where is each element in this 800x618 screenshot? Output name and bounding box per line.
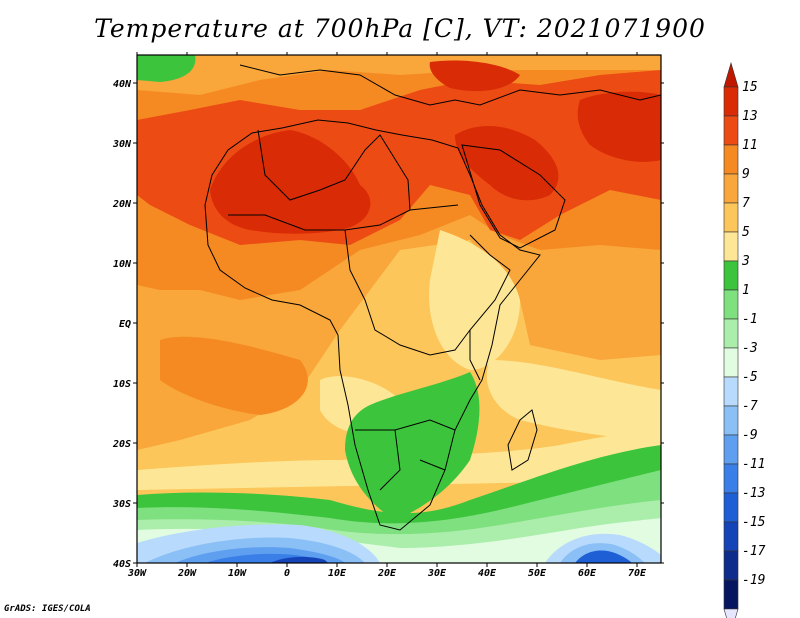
- y-tick-label: 10N: [113, 259, 132, 270]
- colorbar-label: 7: [742, 196, 750, 211]
- field-3c-southafrica: [345, 372, 480, 520]
- colorbar-swatch: [723, 231, 739, 262]
- colorbar-swatch: [723, 289, 739, 320]
- field-15c-north: [429, 60, 520, 92]
- field-5c-eastafrica: [429, 230, 520, 370]
- colorbar-label: -15: [742, 515, 766, 530]
- colorbar-swatch: [723, 347, 739, 378]
- colorbar-label: 9: [742, 167, 750, 182]
- colorbar-swatch: [723, 173, 739, 204]
- border-north: [257, 129, 411, 211]
- x-tick-label: 30W: [127, 568, 147, 579]
- plot-frame: [136, 54, 662, 564]
- colorbar-label: -9: [742, 428, 758, 443]
- colorbar-label: 13: [742, 109, 758, 124]
- colorbar-label: 11: [742, 138, 758, 153]
- field-5c-indian: [486, 360, 661, 440]
- colorbar-swatch: [723, 521, 739, 552]
- colorbar-swatch: [723, 318, 739, 349]
- colorbar-label: -5: [742, 370, 758, 385]
- y-tick-label: 20S: [112, 439, 131, 450]
- colorbar-over-triangle: [723, 61, 739, 88]
- x-tick-label: 20E: [377, 568, 397, 579]
- x-tick-label: 10E: [328, 568, 347, 579]
- colorbar-swatch: [723, 144, 739, 175]
- border-south: [355, 419, 456, 491]
- colorbar: 15 13 11 9 7 5 3 1 -1 -3 -5 -7 -9 -11 -13 -15 -17 -19: [723, 61, 766, 618]
- x-ticks: 30W 20W 10W 0 10E 20E 30E 40E 50E 60E 70E: [127, 52, 647, 579]
- colorbar-swatch: [723, 579, 739, 610]
- madagascar-coastline: [507, 409, 538, 471]
- coastlines-and-borders: [204, 64, 661, 531]
- colorbar-swatch: [723, 550, 739, 581]
- y-ticks: 40N 30N 20N 10N EQ 10S 20S 30S 40S: [112, 79, 664, 570]
- field-m11c-tongue-east: [575, 550, 632, 563]
- map-title: Temperature at 700hPa [C], VT: 202107190…: [94, 14, 706, 43]
- x-tick-label: 70E: [628, 568, 647, 579]
- europe-coastline: [239, 64, 661, 106]
- border-east: [469, 234, 511, 381]
- colorbar-label: -11: [742, 457, 765, 472]
- arabia-coastline: [461, 144, 566, 249]
- colorbar-swatch: [723, 115, 739, 146]
- field-m13c-tongue-west: [270, 556, 328, 563]
- field-3c-northwest: [137, 55, 196, 82]
- colorbar-label: -19: [742, 573, 765, 588]
- colorbar-swatch: [723, 492, 739, 523]
- y-tick-label: 30N: [112, 139, 132, 150]
- x-tick-label: 50E: [528, 568, 547, 579]
- colorbar-swatch: [723, 434, 739, 465]
- colorbar-swatch: [723, 463, 739, 494]
- colorbar-label: 3: [741, 254, 750, 269]
- x-tick-label: 10W: [228, 568, 247, 579]
- africa-coastline: [204, 119, 541, 531]
- colorbar-label: -1: [742, 312, 758, 327]
- y-tick-label: 20N: [112, 199, 132, 210]
- x-tick-label: 0: [284, 568, 290, 579]
- colorbar-label: -7: [742, 399, 758, 414]
- temperature-field: [137, 55, 661, 563]
- colorbar-label: -3: [742, 341, 758, 356]
- x-tick-label: 60E: [578, 568, 597, 579]
- y-tick-label: 40N: [113, 79, 132, 90]
- x-tick-label: 20W: [177, 568, 197, 579]
- field-15c-iran: [577, 91, 661, 162]
- colorbar-swatch: [723, 260, 739, 291]
- x-tick-label: 30E: [427, 568, 447, 579]
- colorbar-swatch: [723, 376, 739, 407]
- credit-label: GrADS: IGES/COLA: [4, 604, 91, 614]
- colorbar-label: -17: [742, 544, 766, 559]
- border-central: [344, 229, 471, 356]
- colorbar-label: 1: [742, 283, 750, 298]
- y-tick-label: EQ: [119, 319, 131, 330]
- x-tick-label: 40E: [478, 568, 497, 579]
- colorbar-swatch: [723, 202, 739, 233]
- y-tick-label: 40S: [113, 559, 131, 570]
- field-11c-patch-atlantic: [160, 336, 308, 415]
- field-15c-sahara: [210, 130, 371, 234]
- colorbar-swatch: [723, 405, 739, 436]
- colorbar-swatch: [723, 86, 739, 117]
- field-15c-arabia: [455, 125, 559, 201]
- colorbar-label: 5: [742, 225, 750, 240]
- colorbar-label: 15: [742, 80, 758, 95]
- colorbar-label: -13: [742, 486, 765, 501]
- colorbar-under-triangle: [723, 608, 739, 618]
- y-tick-label: 10S: [113, 379, 131, 390]
- y-tick-label: 30S: [112, 499, 131, 510]
